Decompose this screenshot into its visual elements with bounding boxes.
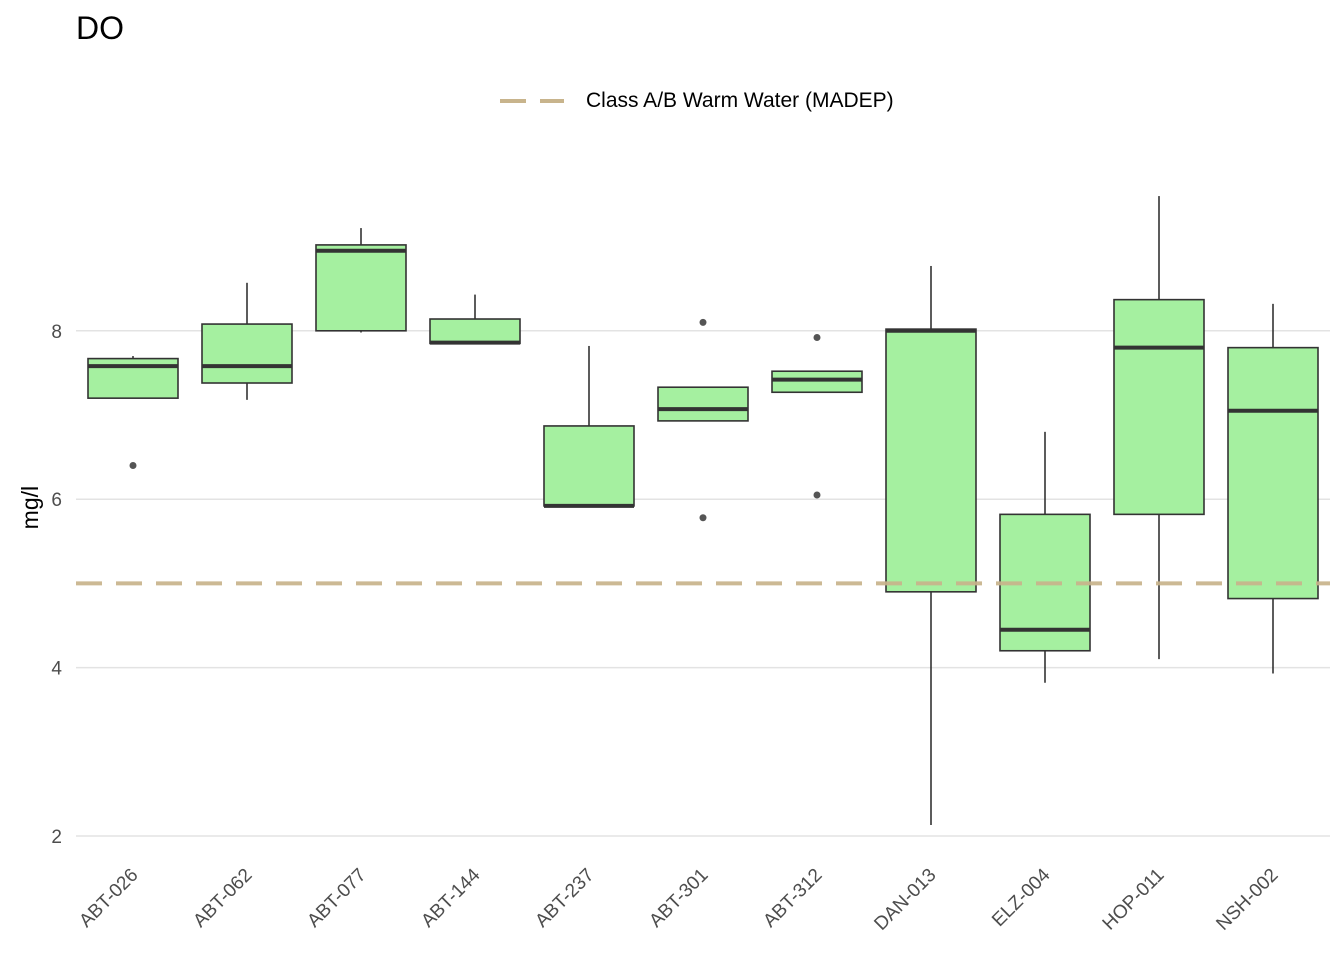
box-iqr [885,328,977,593]
y-tick-label: 4 [51,659,62,680]
outlier-point [813,491,821,499]
box-iqr [315,244,407,332]
box-iqr [201,323,293,384]
x-tick-label: ABT-077 [303,865,370,932]
chart-title: DO [76,10,124,46]
x-tick-label: NSH-002 [1212,865,1282,935]
outlier-point [699,318,707,326]
y-tick-label: 2 [51,827,62,848]
box-iqr [657,386,749,422]
y-tick-label: 6 [51,490,62,511]
x-tick-label: ABT-062 [189,865,256,932]
legend: Class A/B Warm Water (MADEP) [498,86,894,116]
box-iqr [429,318,521,345]
x-tick-label: DAN-013 [870,865,940,935]
outlier-point [129,462,137,470]
box-iqr [771,370,863,394]
y-tick-label: 8 [51,322,62,343]
outlier-point [813,334,821,342]
box-iqr [1227,346,1319,600]
x-tick-label: HOP-011 [1099,865,1169,935]
y-axis-label: mg/l [17,486,43,529]
x-tick-label: ABT-026 [75,865,142,932]
legend-key-dashed-line [500,99,564,103]
x-tick-label: ABT-144 [417,864,484,931]
box-iqr [1113,298,1205,516]
x-tick-label: ELZ-004 [988,864,1055,931]
legend-label: Class A/B Warm Water (MADEP) [586,89,894,112]
box-iqr [543,425,635,507]
x-tick-label: ABT-301 [645,865,712,932]
x-tick-label: ABT-312 [759,865,826,932]
x-tick-label: ABT-237 [531,865,598,932]
outlier-point [699,514,707,522]
